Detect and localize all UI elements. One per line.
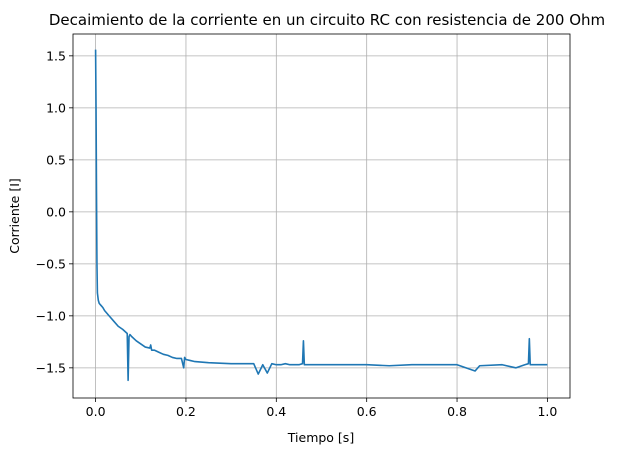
series-layer (94, 49, 548, 382)
y-tick-label: −1.5 (36, 360, 66, 375)
x-tick-label: 0.2 (176, 404, 196, 419)
x-tick-label: 0.6 (357, 404, 377, 419)
y-tick-label: 1.5 (46, 48, 66, 63)
y-tick-label: −1.0 (36, 308, 66, 323)
x-axis-ticks: 0.0 0.2 0.4 0.6 0.8 1.0 (86, 398, 557, 419)
x-axis-label: Tiempo [s] (287, 430, 354, 445)
y-tick-label: −0.5 (36, 256, 66, 271)
series-line (94, 49, 548, 382)
y-tick-label: 0.5 (46, 152, 66, 167)
x-tick-label: 0.4 (266, 404, 286, 419)
y-tick-label: 0.0 (46, 204, 66, 219)
x-tick-label: 1.0 (537, 404, 557, 419)
grid-lines (73, 34, 570, 398)
y-axis-label: Corriente [I] (7, 178, 22, 254)
y-axis-ticks: −1.5 −1.0 −0.5 0.0 0.5 1.0 1.5 (36, 48, 73, 375)
y-tick-label: 1.0 (46, 100, 66, 115)
x-tick-label: 0.0 (86, 404, 106, 419)
x-tick-label: 0.8 (447, 404, 467, 419)
plot-frame (72, 33, 571, 399)
chart-title: Decaimiento de la corriente en un circui… (49, 11, 605, 29)
